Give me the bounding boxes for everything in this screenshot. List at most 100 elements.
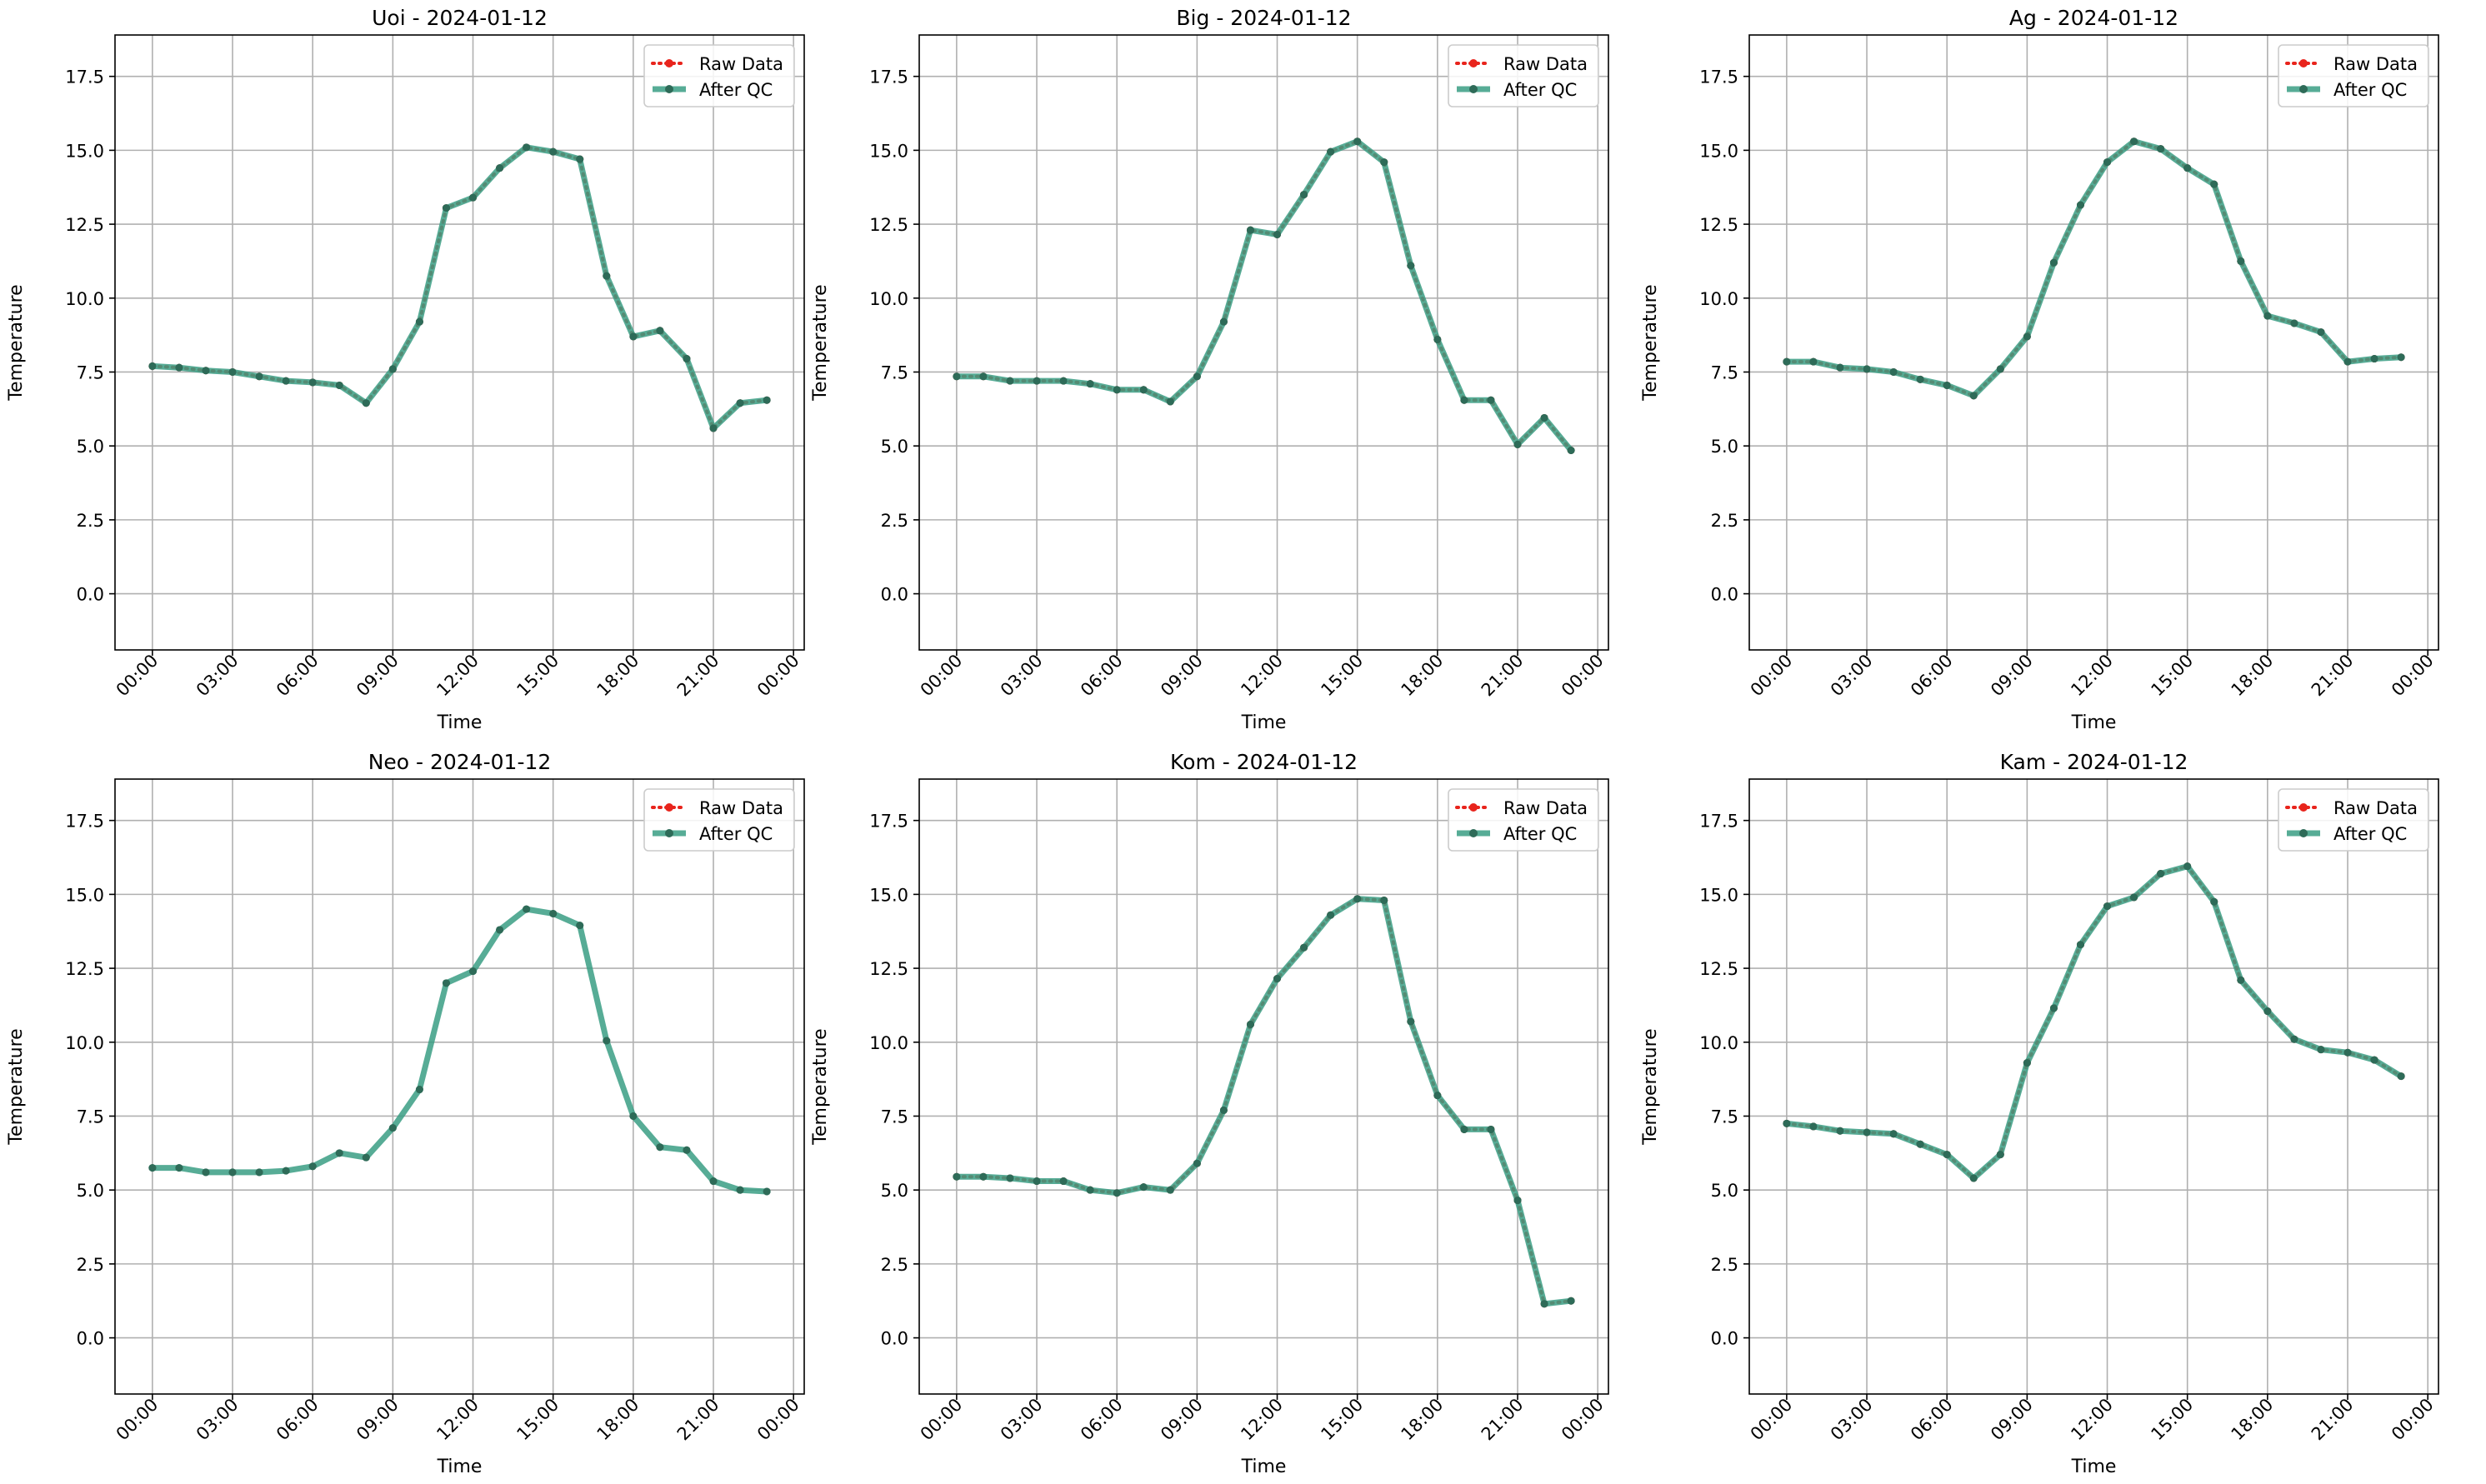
grid bbox=[115, 779, 804, 1394]
legend-marker-after-qc bbox=[2299, 85, 2308, 93]
data-point-after-qc bbox=[1300, 943, 1308, 952]
y-axis-label: Temperature bbox=[1640, 284, 1661, 401]
legend-label-after-qc: After QC bbox=[699, 824, 773, 844]
x-tick-label: 00:00 bbox=[917, 651, 967, 701]
data-point-after-qc bbox=[1863, 1128, 1871, 1137]
data-point-after-qc bbox=[683, 1146, 691, 1154]
y-tick-label: 10.0 bbox=[65, 1033, 104, 1053]
y-tick-label: 17.5 bbox=[869, 67, 908, 87]
x-tick-label: 09:00 bbox=[353, 651, 403, 701]
data-point-after-qc bbox=[763, 396, 771, 404]
y-tick-label: 0.0 bbox=[1711, 1329, 1738, 1349]
data-point-after-qc bbox=[2237, 257, 2245, 265]
grid bbox=[1749, 779, 2438, 1394]
data-point-after-qc bbox=[2237, 976, 2245, 984]
legend-marker-after-qc bbox=[1469, 85, 1478, 93]
y-tick-label: 0.0 bbox=[77, 585, 104, 605]
data-point-after-qc bbox=[1300, 191, 1308, 199]
y-tick-label: 2.5 bbox=[77, 1255, 104, 1275]
legend: Raw Data After QC bbox=[1448, 788, 1599, 852]
data-point-after-qc bbox=[2343, 1048, 2352, 1057]
data-point-after-qc bbox=[1086, 380, 1094, 388]
data-point-after-qc bbox=[2157, 145, 2165, 153]
x-tick-label: 03:00 bbox=[1827, 1395, 1877, 1445]
x-tick-label: 00:00 bbox=[1558, 1395, 1608, 1445]
data-point-after-qc bbox=[1327, 911, 1335, 919]
data-point-after-qc bbox=[2210, 897, 2218, 906]
data-point-after-qc bbox=[2049, 1004, 2058, 1012]
y-tick-label: 12.5 bbox=[1699, 215, 1738, 235]
data-point-after-qc bbox=[1996, 365, 2004, 373]
data-point-after-qc bbox=[2023, 332, 2031, 341]
data-point-after-qc bbox=[1889, 367, 1898, 376]
data-point-after-qc bbox=[629, 332, 638, 341]
x-tick-label: 03:00 bbox=[193, 651, 243, 701]
data-point-after-qc bbox=[282, 1167, 290, 1175]
x-tick-label: 09:00 bbox=[1157, 651, 1207, 701]
chart-panel-2: 0.0 2.5 5.0 7.5 10.0 12.5 15.0 17.5 00:00 03:00 06… bbox=[810, 6, 1609, 733]
x-tick-label: 06:00 bbox=[273, 1395, 323, 1445]
x-axis-label: Time bbox=[2071, 1457, 2117, 1477]
data-point-after-qc bbox=[308, 1162, 317, 1171]
y-tick-label: 5.0 bbox=[77, 437, 104, 457]
chart-title: Uoi - 2024-01-12 bbox=[372, 6, 548, 30]
data-point-after-qc bbox=[1113, 1189, 1121, 1197]
data-point-after-qc bbox=[2183, 164, 2192, 172]
plot-frame bbox=[114, 778, 805, 1395]
data-point-after-qc bbox=[763, 1187, 771, 1196]
data-point-after-qc bbox=[736, 1186, 744, 1194]
data-point-after-qc bbox=[2157, 870, 2165, 878]
data-point-after-qc bbox=[148, 362, 157, 370]
chart-panel-4: 0.0 2.5 5.0 7.5 10.0 12.5 15.0 17.5 00:00 03:00 06… bbox=[6, 750, 805, 1477]
data-point-after-qc bbox=[1540, 413, 1548, 422]
data-point-after-qc bbox=[415, 317, 423, 326]
data-point-after-qc bbox=[1487, 1125, 1495, 1133]
plot-area bbox=[115, 779, 804, 1394]
data-point-after-qc bbox=[2076, 941, 2084, 949]
chart-panel-5: 0.0 2.5 5.0 7.5 10.0 12.5 15.0 17.5 00:00 03:00 06… bbox=[810, 750, 1609, 1477]
x-tick-label: 21:00 bbox=[1478, 651, 1528, 701]
x-tick-label: 03:00 bbox=[997, 651, 1047, 701]
y-tick-label: 15.0 bbox=[1699, 885, 1738, 905]
data-point-after-qc bbox=[1540, 1300, 1548, 1308]
y-tick-label: 7.5 bbox=[881, 362, 908, 382]
legend-label-raw-data: Raw Data bbox=[1503, 54, 1588, 74]
x-axis-label: Time bbox=[1241, 1457, 1287, 1477]
data-point-after-qc bbox=[576, 155, 584, 163]
x-tick-label: 03:00 bbox=[1827, 651, 1877, 701]
x-tick-label: 00:00 bbox=[753, 1395, 803, 1445]
x-tick-label: 12:00 bbox=[2067, 651, 2117, 701]
data-point-after-qc bbox=[1219, 317, 1228, 326]
x-tick-label: 12:00 bbox=[1237, 1395, 1287, 1445]
x-tick-label: 00:00 bbox=[113, 651, 163, 701]
data-point-after-qc bbox=[1113, 386, 1121, 394]
x-tick-label: 00:00 bbox=[2388, 1395, 2438, 1445]
data-point-after-qc bbox=[496, 926, 504, 934]
data-point-after-qc bbox=[1969, 1174, 1978, 1182]
y-tick-label: 2.5 bbox=[881, 1255, 908, 1275]
chart-title: Kam - 2024-01-12 bbox=[2000, 750, 2188, 774]
y-tick-label: 10.0 bbox=[869, 289, 908, 309]
legend-marker-after-qc bbox=[665, 85, 673, 93]
x-tick-label: 15:00 bbox=[2147, 651, 2197, 701]
data-point-after-qc bbox=[629, 1112, 638, 1120]
data-point-after-qc bbox=[1139, 1183, 1148, 1192]
plot-area bbox=[919, 35, 1608, 650]
legend-marker-raw-data bbox=[2299, 59, 2308, 67]
x-tick-label: 21:00 bbox=[1478, 1395, 1528, 1445]
y-tick-label: 2.5 bbox=[1711, 1255, 1738, 1275]
y-tick-label: 12.5 bbox=[65, 959, 104, 979]
x-tick-label: 18:00 bbox=[593, 1395, 643, 1445]
data-point-after-qc bbox=[388, 365, 397, 373]
legend: Raw Data After QC bbox=[1448, 44, 1599, 107]
y-tick-label: 5.0 bbox=[1711, 1181, 1738, 1201]
series-line-after-qc bbox=[1786, 863, 2403, 1182]
data-point-after-qc bbox=[2317, 328, 2325, 337]
data-point-after-qc bbox=[549, 909, 558, 917]
x-tick-label: 00:00 bbox=[1747, 1395, 1797, 1445]
data-point-after-qc bbox=[979, 1172, 988, 1181]
x-tick-label: 06:00 bbox=[1907, 651, 1957, 701]
x-tick-label: 00:00 bbox=[1558, 651, 1608, 701]
data-point-after-qc bbox=[1567, 447, 1575, 455]
data-point-after-qc bbox=[1407, 262, 1415, 270]
